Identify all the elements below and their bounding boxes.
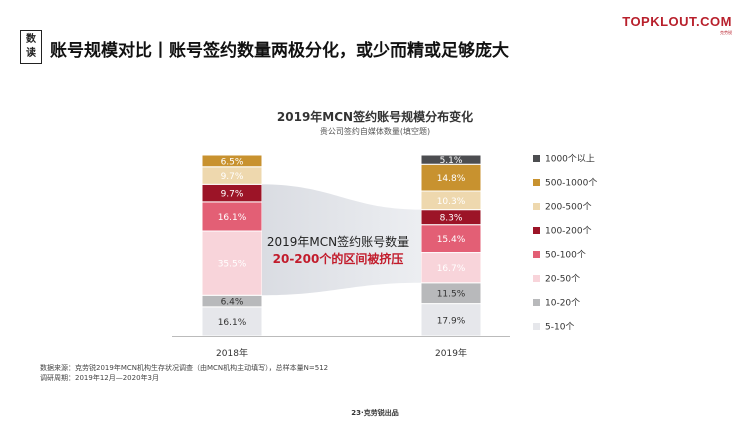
brand-logo: TOPKLOUT.COM 克劳锐 xyxy=(622,14,732,36)
data-label: 16.1% xyxy=(218,318,247,328)
logo-text: TOPKLOUT.COM xyxy=(622,14,732,29)
data-label: 35.5% xyxy=(218,260,247,270)
legend-swatch xyxy=(533,203,540,210)
bar-segment xyxy=(201,306,263,337)
category-label: 2018年 xyxy=(216,347,248,359)
legend-swatch xyxy=(533,299,540,306)
legend-label: 1000个以上 xyxy=(545,154,595,165)
bar-segment xyxy=(420,163,482,192)
legend-label: 100-200个 xyxy=(545,226,592,237)
data-label: 17.9% xyxy=(437,316,466,326)
data-label: 11.5% xyxy=(437,290,466,300)
bar-segment xyxy=(201,154,263,168)
chart-title: 2019年MCN签约账号规模分布变化 xyxy=(276,110,474,124)
category-label: 2019年 xyxy=(435,347,467,359)
data-label: 5.1% xyxy=(440,156,463,166)
data-label: 9.7% xyxy=(221,190,244,200)
bar-segment xyxy=(420,303,482,337)
data-label: 6.5% xyxy=(221,157,244,167)
data-label: 10.3% xyxy=(437,197,466,207)
legend-swatch xyxy=(533,275,540,282)
bar-segment xyxy=(420,154,482,165)
legend-label: 50-100个 xyxy=(545,250,586,261)
annotation-line1: 2019年MCN签约账号数量 xyxy=(267,234,409,249)
legend-label: 10-20个 xyxy=(545,298,580,309)
data-label: 15.4% xyxy=(437,235,466,245)
data-label: 8.3% xyxy=(440,214,463,224)
bar-segment xyxy=(420,252,482,284)
compression-band xyxy=(262,184,421,296)
data-label: 9.7% xyxy=(221,172,244,182)
section-badge: 数 读 xyxy=(20,30,42,64)
legend-label: 5-10个 xyxy=(545,322,574,333)
chart-subtitle: 贵公司签约自媒体数量(填空题) xyxy=(319,127,431,136)
logo-tagline: 克劳锐 xyxy=(720,30,732,35)
data-label: 16.1% xyxy=(218,213,247,223)
legend-swatch xyxy=(533,179,540,186)
legend-swatch xyxy=(533,227,540,234)
legend-swatch xyxy=(533,323,540,330)
badge-char: 读 xyxy=(26,48,36,59)
page-number: 23·克劳锐出品 xyxy=(351,409,399,417)
footer-notes: 数据来源：克劳锐2019年MCN机构生存状况调查（由MCN机构主动填写），总样本… xyxy=(40,363,328,383)
data-label: 6.4% xyxy=(221,298,244,308)
survey-period: 调研周期：2019年12月—2020年3月 xyxy=(40,374,159,382)
page-title: 账号规模对比丨账号签约数量两极分化，或少而精或足够庞大 xyxy=(50,41,509,61)
legend-swatch xyxy=(533,251,540,258)
data-label: 16.7% xyxy=(437,264,466,274)
badge-char: 数 xyxy=(26,34,36,45)
legend-swatch xyxy=(533,155,540,162)
legend-label: 20-50个 xyxy=(545,274,580,285)
data-label: 14.8% xyxy=(437,174,466,184)
legend-label: 500-1000个 xyxy=(545,178,597,189)
legend-label: 200-500个 xyxy=(545,202,592,213)
data-source: 数据来源：克劳锐2019年MCN机构生存状况调查（由MCN机构主动填写），总样本… xyxy=(40,364,329,372)
annotation-line2: 20-200个的区间被挤压 xyxy=(273,251,404,266)
